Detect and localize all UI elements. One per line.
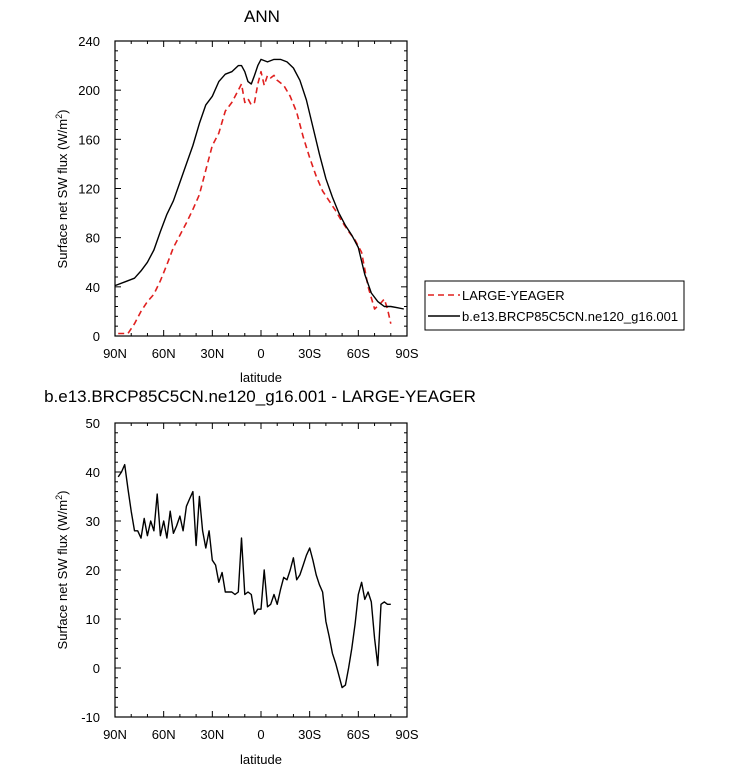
chart2-x-tick-label: 0 [257,727,264,742]
chart1-title: ANN [244,7,280,26]
chart2-x-tick-label: 30S [298,727,321,742]
chart1-series-line-0 [118,70,392,335]
chart2-y-tick-label: 50 [86,416,100,431]
chart1-legend: LARGE-YEAGER b.e13.BRCP85C5CN.ne120_g16.… [424,280,685,331]
chart1-frame [114,40,408,337]
chart2-y-tick-label: 0 [93,661,100,676]
chart1-y-tick-label: 40 [86,280,100,295]
chart1-series-line-1 [114,58,404,310]
chart1-y-tick-label: 160 [78,132,100,147]
chart2-y-axis-title: Surface net SW flux (W/m2) [54,491,70,650]
chart1-y-tick-label: 200 [78,83,100,98]
chart1-y-axis-title: Surface net SW flux (W/m2) [54,110,70,269]
chart1-x-tick-label: 90N [103,346,127,361]
chart2-x-tick-label: 60N [152,727,176,742]
chart1-x-tick-label: 30S [298,346,321,361]
legend-label-large-yeager: LARGE-YEAGER [462,288,565,303]
chart2-x-tick-label: 30N [200,727,224,742]
legend-label-model: b.e13.BRCP85C5CN.ne120_g16.001 [462,309,678,324]
chart2-x-tick-label: 90S [395,727,418,742]
chart2-x-tick-label: 90N [103,727,127,742]
chart2-y-tick-label: 40 [86,465,100,480]
chart2-title: b.e13.BRCP85C5CN.ne120_g16.001 - LARGE-Y… [44,387,476,406]
chart1-y-tick-label: 0 [93,329,100,344]
chart2-frame [114,422,408,718]
chart2-y-tick-label: -10 [81,710,100,725]
chart2-plot-area [114,422,408,718]
chart1-plot-area [114,40,408,337]
chart2-x-axis-title: latitude [240,752,282,767]
chart1-x-axis-title: latitude [240,370,282,385]
chart1-x-tick-label: 60S [347,346,370,361]
chart2-y-tick-label: 20 [86,563,100,578]
chart2-series-line-0 [117,463,391,689]
chart1-x-tick-label: 30N [200,346,224,361]
chart1-y-tick-label: 240 [78,34,100,49]
chart2-x-tick-label: 60S [347,727,370,742]
legend-box [424,280,685,331]
chart1-x-tick-label: 60N [152,346,176,361]
chart2-y-tick-label: 30 [86,514,100,529]
chart1-y-tick-label: 80 [86,231,100,246]
chart1-x-tick-label: 0 [257,346,264,361]
chart2-y-tick-label: 10 [86,612,100,627]
chart1-y-tick-label: 120 [78,182,100,197]
chart1-x-tick-label: 90S [395,346,418,361]
